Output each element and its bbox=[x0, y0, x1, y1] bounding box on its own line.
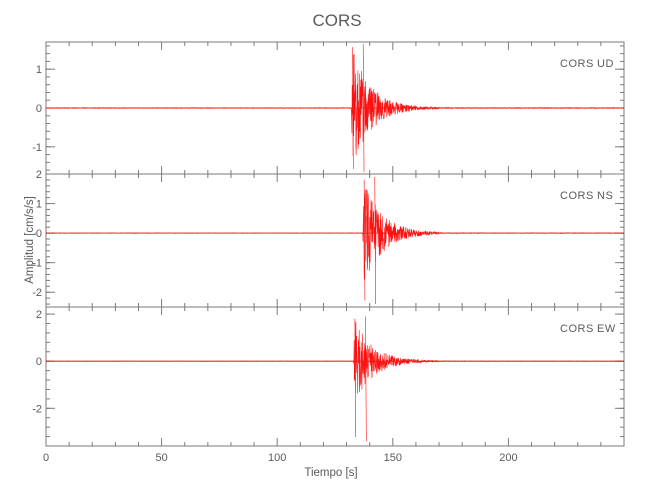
panel-frame bbox=[45, 173, 625, 308]
panel-station-label: CORS bbox=[560, 190, 594, 202]
y-tick-label: 0 bbox=[36, 103, 42, 115]
y-tick-label: -1 bbox=[32, 258, 42, 270]
panel-station-label: CORS bbox=[560, 323, 594, 335]
panel-ud: -1 0 1 CORS UD bbox=[32, 41, 625, 175]
y-tick-label: -2 bbox=[32, 403, 42, 415]
y-tick-label: -2 bbox=[32, 287, 42, 299]
y-tick-label: 0 bbox=[36, 228, 42, 240]
y-tick-label: 1 bbox=[36, 64, 42, 76]
x-axis-label: Tiempo [s] bbox=[304, 467, 357, 479]
x-tick-label: 0 bbox=[43, 452, 49, 464]
trace-ew bbox=[45, 316, 625, 442]
panel-station-label: CORS bbox=[560, 58, 594, 70]
y-tick-label: 0 bbox=[36, 356, 42, 368]
panel-component-label: NS bbox=[597, 190, 613, 202]
x-tick-label: 50 bbox=[155, 452, 167, 464]
chart-title: CORS bbox=[312, 11, 361, 30]
x-tick-label: 150 bbox=[384, 452, 402, 464]
x-tick-label: 100 bbox=[268, 452, 286, 464]
panel-ew: -2 0 2 CORS EW bbox=[32, 306, 625, 447]
panel-frame bbox=[45, 306, 625, 447]
trace-ns bbox=[45, 176, 625, 305]
x-axis: 0 50 100 150 200 bbox=[43, 452, 518, 464]
y-axis-label: Amplitud [cm/s/s] bbox=[24, 196, 36, 284]
y-tick-label: 1 bbox=[36, 199, 42, 211]
panel-component-label: UD bbox=[597, 58, 614, 70]
panel-ns: -2 -1 0 1 2 CORS NS bbox=[32, 169, 625, 308]
y-tick-label: 2 bbox=[36, 309, 42, 321]
y-tick-label: 2 bbox=[36, 169, 42, 181]
panel-component-label: EW bbox=[597, 323, 616, 335]
y-tick-label: -1 bbox=[32, 142, 42, 154]
x-tick-label: 200 bbox=[499, 452, 517, 464]
trace-ud bbox=[45, 43, 625, 173]
